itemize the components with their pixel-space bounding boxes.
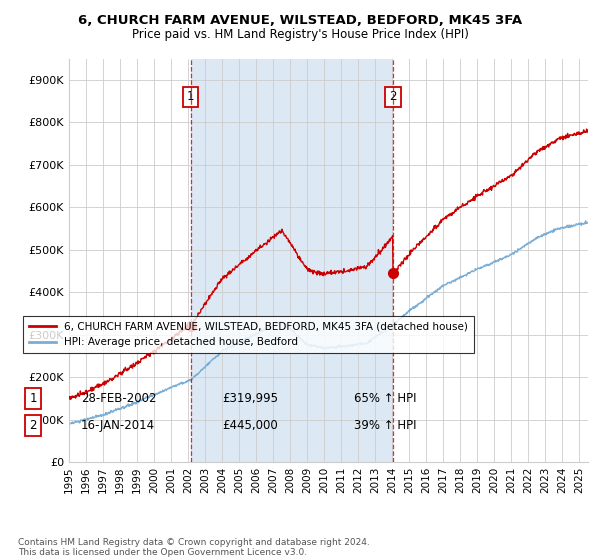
Text: 65% ↑ HPI: 65% ↑ HPI [354,392,416,405]
Text: Price paid vs. HM Land Registry's House Price Index (HPI): Price paid vs. HM Land Registry's House … [131,28,469,41]
Text: 2: 2 [29,419,37,432]
Text: 1: 1 [187,91,194,104]
Legend: 6, CHURCH FARM AVENUE, WILSTEAD, BEDFORD, MK45 3FA (detached house), HPI: Averag: 6, CHURCH FARM AVENUE, WILSTEAD, BEDFORD… [23,316,474,353]
Text: Contains HM Land Registry data © Crown copyright and database right 2024.
This d: Contains HM Land Registry data © Crown c… [18,538,370,557]
Text: 6, CHURCH FARM AVENUE, WILSTEAD, BEDFORD, MK45 3FA: 6, CHURCH FARM AVENUE, WILSTEAD, BEDFORD… [78,14,522,27]
Text: 28-FEB-2002: 28-FEB-2002 [81,392,157,405]
Text: 1: 1 [29,392,37,405]
Text: 39% ↑ HPI: 39% ↑ HPI [354,419,416,432]
Text: 16-JAN-2014: 16-JAN-2014 [81,419,155,432]
Bar [191,59,393,462]
Text: £445,000: £445,000 [222,419,278,432]
Text: £319,995: £319,995 [222,392,278,405]
Text: 2: 2 [389,91,397,104]
